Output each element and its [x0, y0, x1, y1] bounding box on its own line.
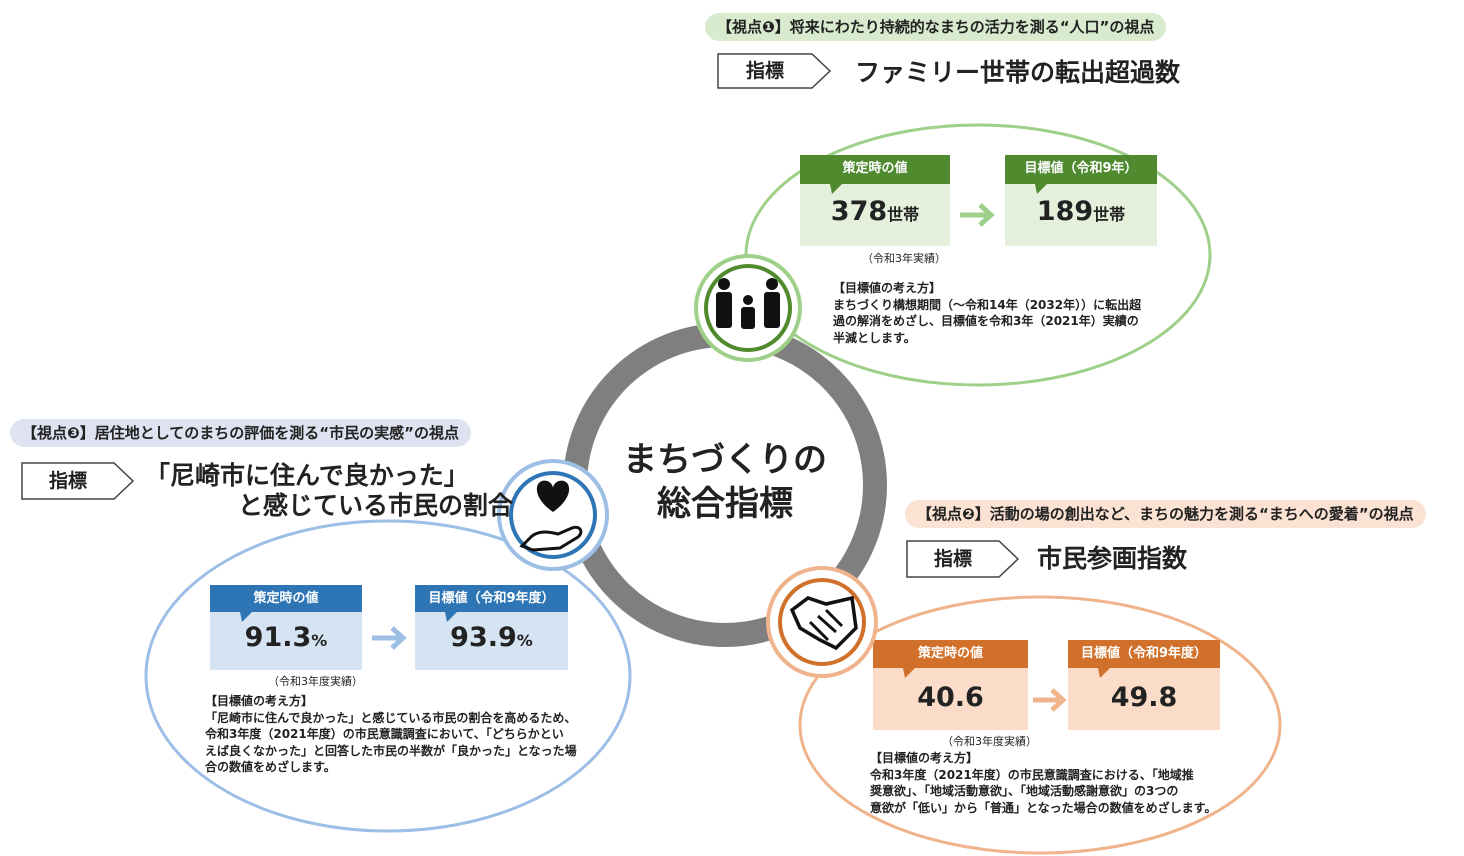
rationale-line: 「尼崎市に住んで良かった」と感じている市民の割合を高めるため、	[205, 710, 577, 725]
label-bar	[210, 585, 362, 612]
target-value: 93.9%	[415, 612, 568, 667]
label-tail	[1035, 184, 1047, 194]
target-label: 目標値（令和9年）	[1024, 161, 1138, 176]
baseline-note: （令和3年実績）	[862, 252, 946, 265]
value-number: 189	[1036, 196, 1094, 227]
value-number: 49.8	[1110, 682, 1178, 713]
baseline-note: （令和3年度実績）	[942, 735, 1037, 748]
value-box	[1005, 184, 1157, 246]
rationale: 【目標値の考え方】「尼崎市に住んで良かった」と感じている市民の割合を高めるため、…	[205, 693, 577, 776]
label-bar	[800, 155, 950, 184]
rationale-title: 【目標値の考え方】	[870, 751, 979, 765]
rationale-title: 【目標値の考え方】	[833, 281, 942, 295]
rationale: 【目標値の考え方】まちづくり構想期間（〜令和14年（2032年））に転出超 過の解…	[833, 280, 1141, 346]
indicator-label: 指標	[933, 548, 972, 570]
baseline-label: 策定時の値	[253, 591, 319, 606]
baseline-value: 378世帯	[800, 186, 950, 241]
label-bar	[873, 640, 1028, 668]
rationale: 【目標値の考え方】令和3年度（2021年度）の市民意識調査における、「地域推 奨意…	[870, 750, 1216, 816]
rationale-line: 令和3年度（2021年度）の市民意識調査における、「地域推	[870, 767, 1194, 782]
label-bar	[1005, 155, 1157, 184]
rationale-line: 令和3年度（2021年度）の市民意識調査において、「どちらかとい	[205, 727, 564, 741]
value-unit: 世帯	[1093, 205, 1126, 224]
value-box	[415, 612, 568, 670]
arrow	[960, 203, 995, 227]
arrow	[1033, 688, 1067, 712]
rationale-line: まちづくり構想期間（〜令和14年（2032年））に転出超	[833, 297, 1142, 312]
value-unit: %	[311, 631, 328, 650]
baseline-note: （令和3年度実績）	[268, 675, 363, 688]
indicator-label: 指標	[745, 60, 784, 82]
value-unit: %	[516, 631, 533, 650]
baseline-value: 40.6	[873, 672, 1028, 724]
label-tail	[1098, 668, 1110, 678]
value-unit: 世帯	[887, 205, 920, 224]
rationale-line: 合の数値をめざします。	[205, 760, 336, 774]
handshake-icon	[766, 566, 878, 678]
label-tail	[830, 184, 842, 194]
value-box	[210, 612, 362, 670]
family-icon	[694, 254, 802, 362]
indicator-name: ファミリー世帯の転出超過数	[855, 58, 1181, 87]
value-number: 378	[830, 196, 888, 227]
section-ellipse	[798, 595, 1282, 855]
rationale-line: 奨意欲」、「地域活動意欲」、「地域活動感謝意欲」の3つの	[870, 784, 1179, 798]
section-ellipse	[144, 519, 632, 833]
value-box	[800, 184, 950, 246]
target-label: 目標値（令和9年度）	[428, 591, 555, 606]
center-line: まちづくりの	[623, 440, 827, 480]
indicator-name: 市民参画指数	[1037, 544, 1188, 573]
value-number: 40.6	[917, 682, 984, 713]
rationale-line: 半減とします。	[833, 330, 916, 345]
label-tail	[903, 668, 915, 678]
value-number: 91.3	[244, 622, 312, 653]
label-tail	[445, 612, 457, 622]
baseline-label: 策定時の値	[917, 646, 983, 661]
viewpoint-header: 【視点❸】居住地としてのまちの評価を測る“市民の実感”の視点	[10, 419, 471, 447]
target-value: 49.8	[1068, 672, 1220, 724]
value-number: 93.9	[450, 622, 517, 653]
arrow	[372, 626, 407, 650]
label-bar	[1068, 640, 1220, 668]
target-value: 189世帯	[1005, 186, 1157, 241]
indicator-name: 「尼崎市に住んで良かった」	[145, 461, 469, 490]
rationale-line: 意欲が「低い」から「普通」となった場合の数値をめざします。	[870, 800, 1217, 815]
indicator-box	[717, 53, 832, 89]
indicator-box	[21, 462, 135, 500]
label-tail	[240, 612, 252, 622]
baseline-value: 91.3%	[210, 612, 362, 667]
baseline-label: 策定時の値	[842, 161, 908, 176]
rationale-line: えば良くなかった」と回答した市民の半数が「良かった」となった場	[205, 743, 577, 758]
label-bar	[415, 585, 568, 612]
value-box	[873, 668, 1028, 730]
rationale-title: 【目標値の考え方】	[205, 694, 314, 708]
indicator-label: 指標	[48, 470, 87, 492]
center-line: 総合指標	[657, 484, 793, 524]
heart-hand-icon	[497, 459, 609, 571]
viewpoint-header: 【視点❷】活動の場の創出など、まちの魅力を測る“まちへの愛着”の視点	[905, 500, 1426, 528]
rationale-line: 過の解消をめざし、目標値を令和3年（2021年）実績の	[833, 314, 1139, 328]
value-box	[1068, 668, 1220, 730]
center-title: まちづくりの 総合指標	[595, 438, 855, 526]
target-label: 目標値（令和9年度）	[1080, 646, 1208, 661]
indicator-name: と感じている市民の割合	[238, 491, 514, 520]
viewpoint-header: 【視点❶】将来にわたり持続的なまちの活力を測る“人口”の視点	[705, 13, 1167, 41]
indicator-box	[906, 540, 1020, 578]
